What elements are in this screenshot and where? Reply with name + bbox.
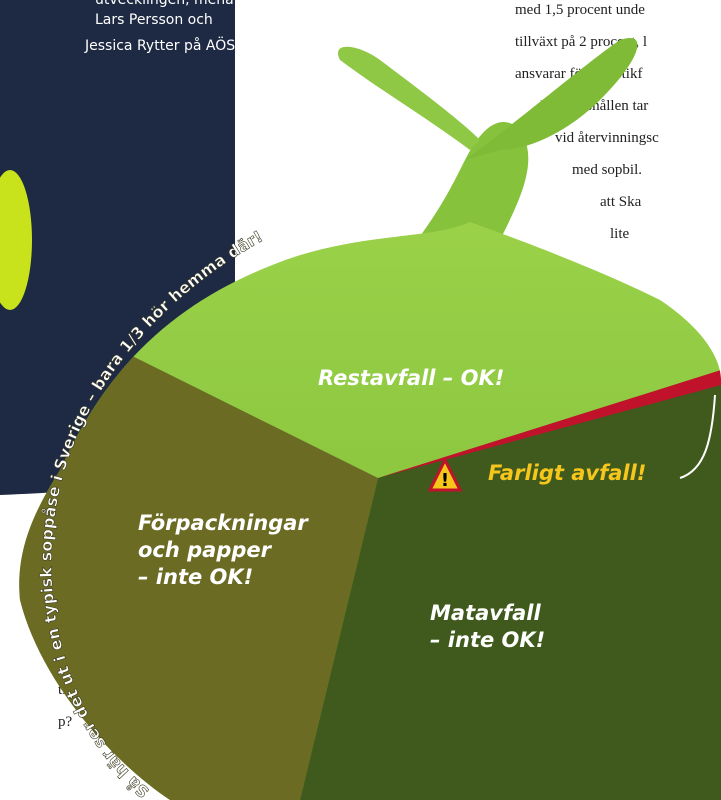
segment-label: Matavfall	[430, 601, 541, 625]
article-line: vid återvinningsc	[555, 130, 659, 146]
segment-label: – inte OK!	[430, 628, 545, 652]
segment-label: – inte OK!	[138, 565, 253, 589]
segment-label: Restavfall – OK!	[318, 366, 504, 390]
segment-label: Förpackningar	[138, 511, 309, 535]
bag-handle	[338, 47, 480, 150]
infographic: utvecklingen, menar Lars Persson och Jessi…	[0, 0, 721, 800]
article-line: lite	[610, 226, 630, 242]
warning-icon-mark: !	[441, 470, 449, 491]
article-line: att Ska	[600, 194, 642, 210]
page: utvecklingen, menar Lars Persson och Jessi…	[0, 0, 721, 800]
caption-line: utvecklingen, menar	[95, 0, 240, 8]
segment-label: och papper	[138, 538, 273, 562]
article-line: med sopbil.	[572, 162, 642, 178]
article-line: med 1,5 procent unde	[515, 2, 645, 18]
caption-line: Jessica Rytter på AÖS.	[84, 36, 240, 54]
warning-label: Farligt avfall!	[488, 461, 646, 485]
article-line: p?	[58, 714, 73, 730]
caption-line: Lars Persson och	[95, 12, 213, 28]
